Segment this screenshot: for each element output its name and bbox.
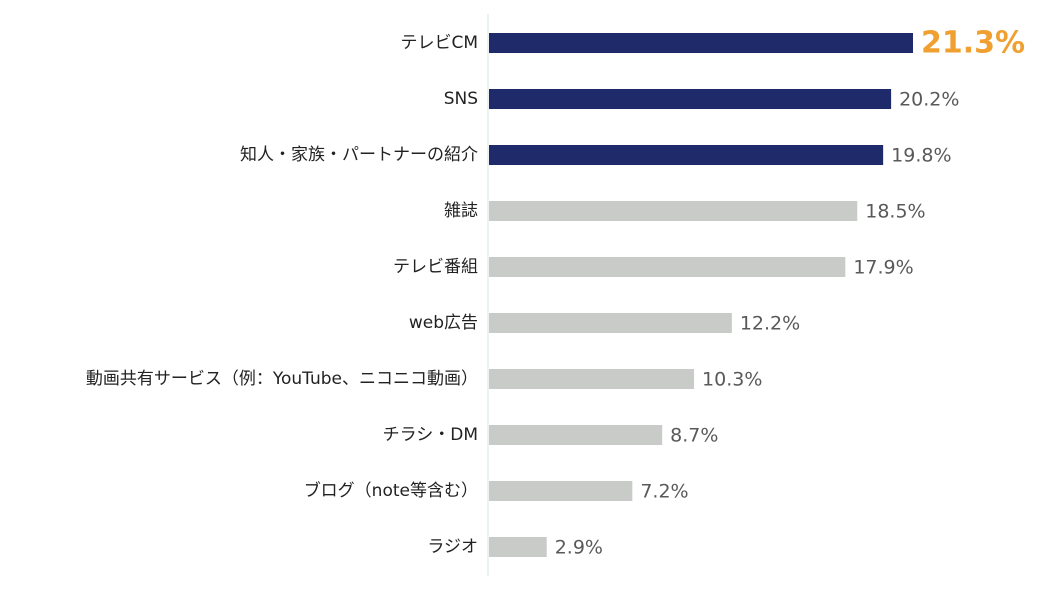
category-label: 動画共有サービス（例：YouTube、ニコニコ動画） <box>86 369 478 389</box>
bar <box>489 89 892 109</box>
category-label: 知人・家族・パートナーの紹介 <box>240 145 478 165</box>
category-label: SNS <box>444 89 478 109</box>
category-label: テレビ番組 <box>393 257 478 277</box>
value-label: 21.3% <box>921 26 1025 61</box>
category-label: ブログ（note等含む） <box>304 480 478 501</box>
category-label: チラシ・DM <box>383 425 478 445</box>
bar <box>489 145 884 165</box>
bar <box>489 481 633 501</box>
bar <box>489 313 732 333</box>
value-label: 19.8% <box>891 145 951 167</box>
value-label: 12.2% <box>740 313 800 335</box>
value-label: 20.2% <box>899 89 959 111</box>
value-label: 17.9% <box>853 257 913 279</box>
value-label: 7.2% <box>640 481 688 503</box>
value-label: 2.9% <box>555 537 603 559</box>
bar <box>489 257 846 277</box>
bar <box>489 425 663 445</box>
value-label: 8.7% <box>670 425 718 447</box>
category-label: 雑誌 <box>444 201 478 221</box>
category-label: web広告 <box>409 313 478 333</box>
value-label: 18.5% <box>865 201 925 223</box>
bar <box>489 201 858 221</box>
category-label: テレビCM <box>400 33 478 53</box>
bar <box>489 33 913 53</box>
value-label: 10.3% <box>702 369 762 391</box>
bar <box>489 537 547 557</box>
bar <box>489 369 695 389</box>
category-label: ラジオ <box>427 537 478 557</box>
